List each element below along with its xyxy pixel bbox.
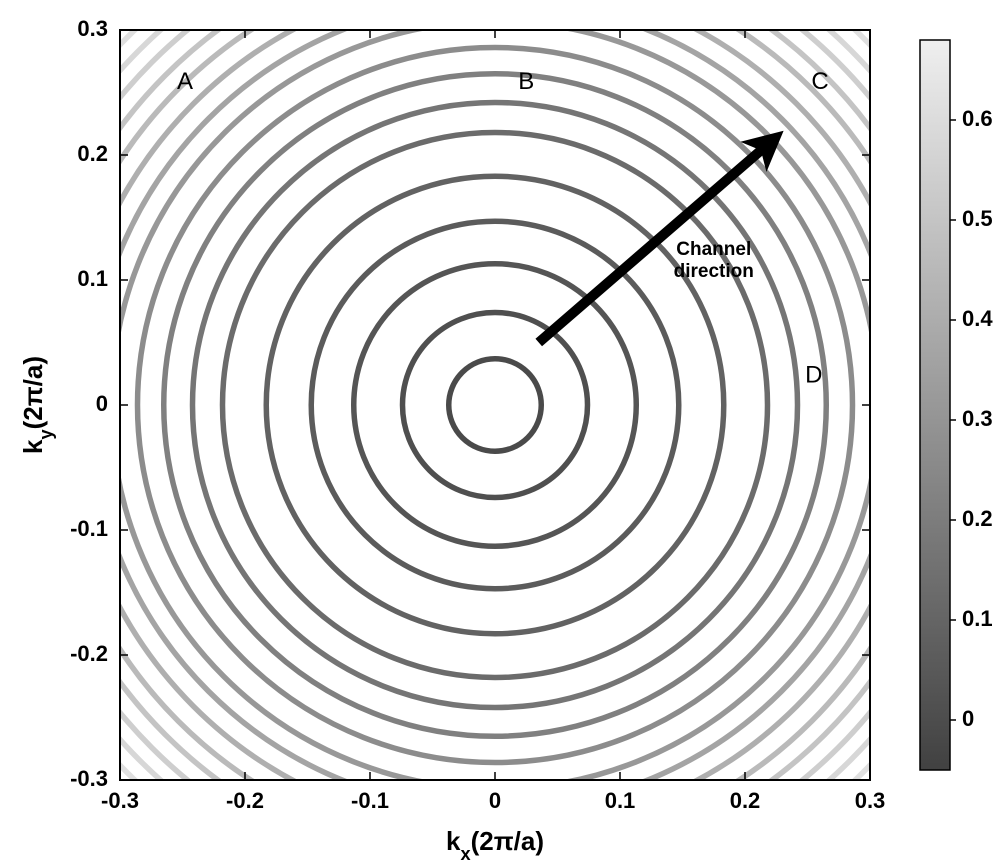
y-tick-label: 0.1 [77, 266, 108, 291]
y-tick-label: -0.2 [70, 641, 108, 666]
colorbar [920, 40, 950, 770]
colorbar-tick-label: 0.1 [962, 606, 993, 631]
x-tick-label: 0.1 [605, 788, 636, 813]
annotation-a: A [177, 68, 193, 95]
colorbar-tick-label: 0.6 [962, 106, 993, 131]
colorbar-tick-label: 0 [962, 706, 974, 731]
x-tick-label: 0 [489, 788, 501, 813]
x-tick-label: -0.3 [101, 788, 139, 813]
x-tick-label: 0.3 [855, 788, 886, 813]
y-tick-label: 0.2 [77, 141, 108, 166]
chart-svg: Channeldirection A B C D -0.3 -0.2 -0.1 0 0.1 0.2 0… [0, 0, 1000, 867]
y-tick-label: 0 [96, 391, 108, 416]
annotation-d: D [805, 362, 822, 389]
y-tick-label: -0.1 [70, 516, 108, 541]
colorbar-tick-label: 0.2 [962, 506, 993, 531]
colorbar-tick-label: 0.4 [962, 306, 993, 331]
annotation-c: C [811, 68, 828, 95]
contour-chart: Channeldirection A B C D -0.3 -0.2 -0.1 0 0.1 0.2 0… [0, 0, 1000, 867]
colorbar-tick-label: 0.3 [962, 406, 993, 431]
annotation-b: B [518, 68, 534, 95]
channel-direction-label: Channeldirection [674, 239, 754, 282]
y-tick-label: -0.3 [70, 766, 108, 791]
x-tick-label: -0.2 [226, 788, 264, 813]
y-tick-label: 0.3 [77, 16, 108, 41]
x-tick-label: -0.1 [351, 788, 389, 813]
colorbar-tick-label: 0.5 [962, 206, 993, 231]
x-tick-label: 0.2 [730, 788, 761, 813]
